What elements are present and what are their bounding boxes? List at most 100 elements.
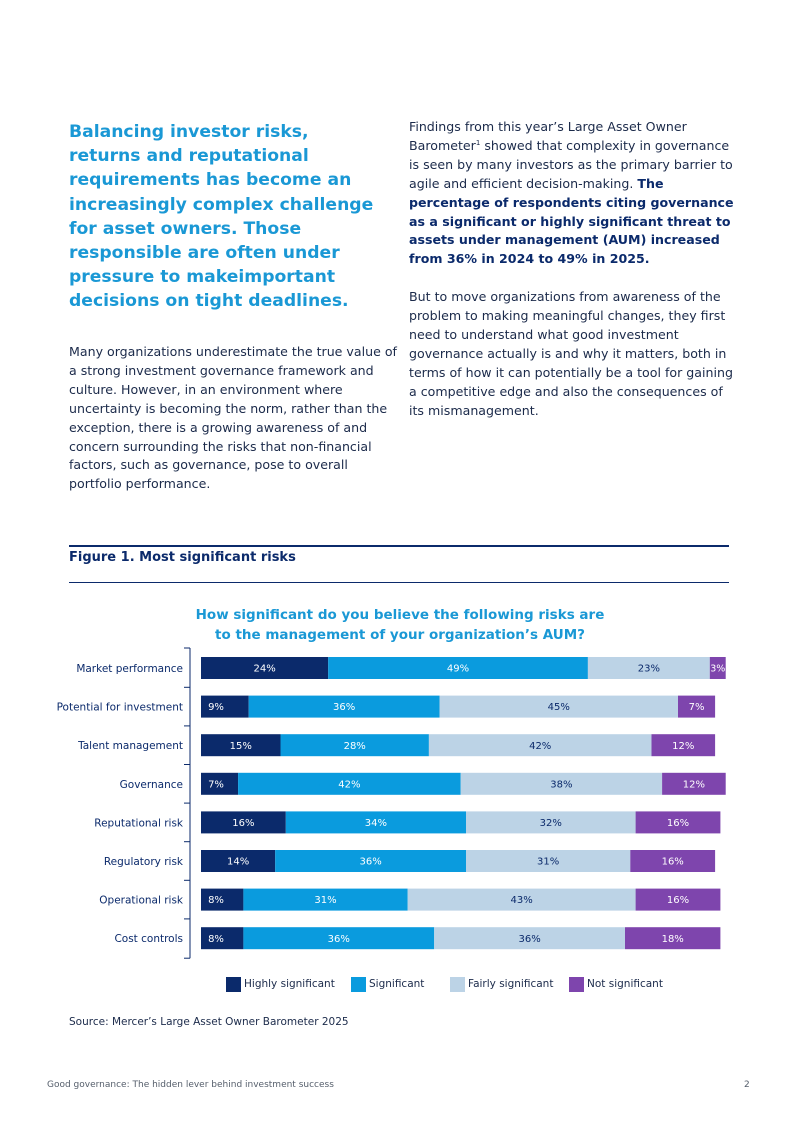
bar-cost-controls-significant xyxy=(243,927,435,950)
data-label-market-performance-not-significant: 3% xyxy=(710,664,725,675)
bar-market-performance-not-significant xyxy=(709,657,726,679)
bar-cost-controls-not-significant xyxy=(625,927,721,950)
data-label-governance-not-significant: 12% xyxy=(683,779,705,790)
data-label-potential-for-investment-highly-significant: 9% xyxy=(208,702,224,713)
data-label-regulatory-risk-highly-significant: 14% xyxy=(227,857,249,868)
data-label-operational-risk-significant: 31% xyxy=(314,895,336,906)
category-label-talent-management: Talent management xyxy=(77,740,183,752)
legend-item-not-significant: Not significant xyxy=(569,976,663,992)
bar-regulatory-risk-fairly-significant xyxy=(466,850,631,872)
bar-talent-management-highly-significant xyxy=(201,734,281,757)
category-label-regulatory-risk: Regulatory risk xyxy=(104,856,184,868)
findings-paragraph: Findings from this year’s Large Asset Ow… xyxy=(409,118,739,269)
bar-governance-fairly-significant xyxy=(460,772,663,795)
data-label-regulatory-risk-significant: 36% xyxy=(359,857,381,868)
data-label-potential-for-investment-fairly-significant: 45% xyxy=(548,702,570,713)
data-label-governance-significant: 42% xyxy=(338,779,360,790)
bar-regulatory-risk-highly-significant xyxy=(201,850,276,872)
legend-label: Fairly significant xyxy=(468,978,554,990)
legend-swatch-fairly-significant xyxy=(450,976,465,992)
bar-talent-management-not-significant xyxy=(651,734,716,757)
category-label-governance: Governance xyxy=(120,779,183,791)
legend-label: Highly significant xyxy=(244,978,335,990)
data-label-reputational-risk-highly-significant: 16% xyxy=(232,818,254,829)
bar-reputational-risk-fairly-significant xyxy=(466,811,636,834)
data-label-talent-management-not-significant: 12% xyxy=(672,741,694,752)
legend-item-highly-significant: Highly significant xyxy=(226,976,335,992)
legend-item-significant: Significant xyxy=(351,976,424,992)
chart-title: How significant do you believe the follo… xyxy=(195,607,605,643)
data-label-market-performance-significant: 49% xyxy=(447,664,469,675)
bar-potential-for-investment-highly-significant xyxy=(201,695,249,718)
data-label-operational-risk-fairly-significant: 43% xyxy=(511,895,533,906)
findings-text-start: Findings from this year’s Large Asset Ow… xyxy=(409,119,687,153)
figure-bottom-rule xyxy=(69,582,729,583)
bar-potential-for-investment-fairly-significant xyxy=(439,695,678,718)
data-label-market-performance-fairly-significant: 23% xyxy=(638,664,660,675)
data-label-governance-fairly-significant: 38% xyxy=(550,779,572,790)
bar-reputational-risk-highly-significant xyxy=(201,811,286,834)
legend-swatch-highly-significant xyxy=(226,976,241,992)
bar-talent-management-fairly-significant xyxy=(428,734,652,757)
figure-top-rule xyxy=(69,545,729,547)
data-label-regulatory-risk-not-significant: 16% xyxy=(662,857,684,868)
bar-operational-risk-significant xyxy=(243,888,408,911)
figure-title: Figure 1. Most significant risks xyxy=(69,550,296,565)
data-label-market-performance-highly-significant: 24% xyxy=(253,664,275,675)
bar-market-performance-highly-significant xyxy=(201,657,329,679)
data-label-cost-controls-not-significant: 18% xyxy=(662,934,684,945)
legend-swatch-not-significant xyxy=(569,976,584,992)
data-label-operational-risk-not-significant: 16% xyxy=(667,895,689,906)
data-label-reputational-risk-significant: 34% xyxy=(365,818,387,829)
data-label-regulatory-risk-fairly-significant: 31% xyxy=(537,857,559,868)
bar-cost-controls-fairly-significant xyxy=(434,927,625,950)
data-label-talent-management-highly-significant: 15% xyxy=(230,741,252,752)
figure-source: Source: Mercer’s Large Asset Owner Barom… xyxy=(69,1016,349,1028)
legend-label: Significant xyxy=(369,978,425,990)
bar-reputational-risk-not-significant xyxy=(635,811,721,834)
bar-market-performance-fairly-significant xyxy=(587,657,710,679)
data-label-potential-for-investment-not-significant: 7% xyxy=(689,702,705,713)
legend-item-fairly-significant: Fairly significant xyxy=(450,976,553,992)
bar-governance-not-significant xyxy=(662,772,726,795)
data-label-cost-controls-significant: 36% xyxy=(328,934,350,945)
bar-market-performance-significant xyxy=(328,657,588,679)
bar-potential-for-investment-not-significant xyxy=(678,695,716,718)
data-label-talent-management-fairly-significant: 42% xyxy=(529,741,551,752)
bar-regulatory-risk-not-significant xyxy=(630,850,716,872)
data-label-governance-highly-significant: 7% xyxy=(208,779,224,790)
bar-regulatory-risk-significant xyxy=(275,850,466,872)
category-label-operational-risk: Operational risk xyxy=(99,895,184,907)
page-number: 2 xyxy=(744,1080,750,1090)
footnote-ref[interactable]: 1 xyxy=(475,138,481,147)
category-label-market-performance: Market performance xyxy=(76,663,183,675)
bar-governance-highly-significant xyxy=(201,772,239,795)
bar-operational-risk-not-significant xyxy=(635,888,721,911)
category-label-cost-controls: Cost controls xyxy=(114,933,183,945)
intro-paragraph: Many organizations underestimate the tru… xyxy=(69,344,397,492)
bar-reputational-risk-significant xyxy=(285,811,466,834)
bar-governance-significant xyxy=(238,772,461,795)
findings-text-mid: showed that complexity in governance is … xyxy=(409,137,733,191)
data-label-cost-controls-fairly-significant: 36% xyxy=(518,934,540,945)
awareness-paragraph: But to move organizations from awareness… xyxy=(409,289,733,418)
data-label-reputational-risk-fairly-significant: 32% xyxy=(540,818,562,829)
data-label-cost-controls-highly-significant: 8% xyxy=(208,934,224,945)
bar-cost-controls-highly-significant xyxy=(201,927,244,950)
findings-highlight: The percentage of respondents citing gov… xyxy=(409,175,734,267)
category-label-reputational-risk: Reputational risk xyxy=(94,817,184,829)
legend-label: Not significant xyxy=(587,978,663,990)
bar-operational-risk-fairly-significant xyxy=(407,888,636,911)
footer-text: Good governance: The hidden lever behind… xyxy=(47,1080,334,1090)
category-label-potential-for-investment: Potential for investment xyxy=(57,702,183,714)
right-column: Findings from this year’s Large Asset Ow… xyxy=(409,118,739,420)
data-label-potential-for-investment-significant: 36% xyxy=(333,702,355,713)
data-label-operational-risk-highly-significant: 8% xyxy=(208,895,224,906)
bar-talent-management-significant xyxy=(280,734,429,757)
legend-swatch-significant xyxy=(351,976,366,992)
stacked-bar-chart: Market performance 24% 49% 23% 3% Potential f… xyxy=(57,647,726,959)
bar-operational-risk-highly-significant xyxy=(201,888,244,911)
data-label-talent-management-significant: 28% xyxy=(344,741,366,752)
data-label-reputational-risk-not-significant: 16% xyxy=(667,818,689,829)
pull-quote: Balancing investor risks, returns and re… xyxy=(69,122,374,312)
